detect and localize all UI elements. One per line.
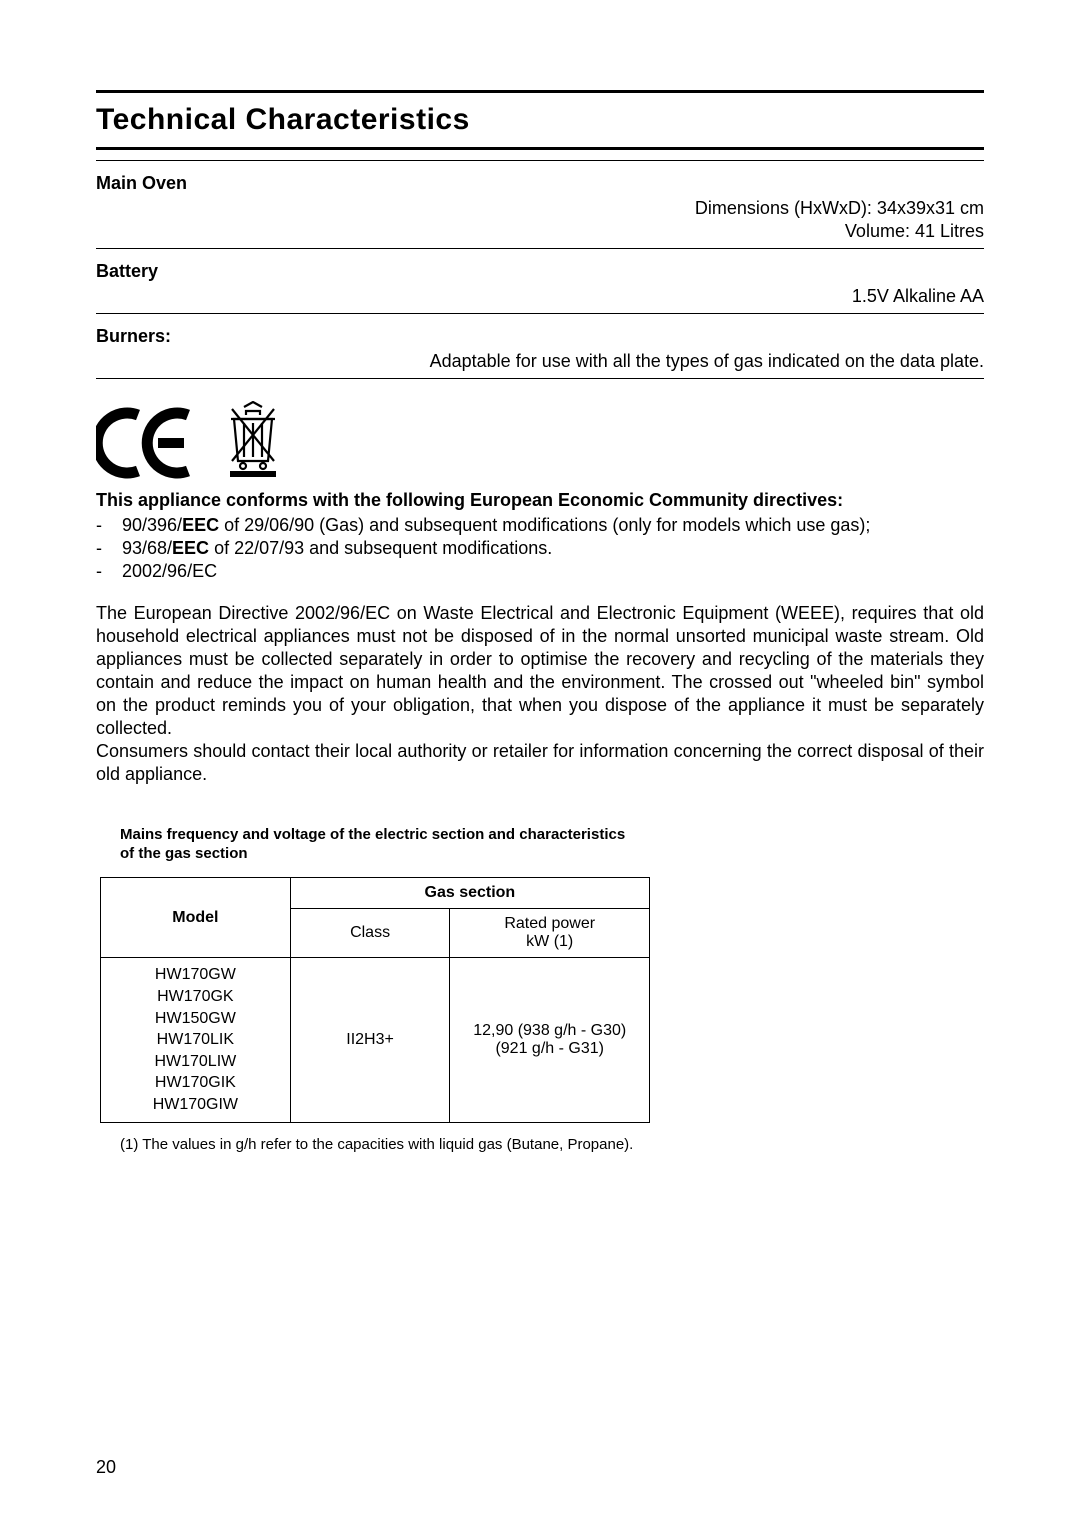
td-rated-power: 12,90 (938 g/h - G30) (921 g/h - G31) xyxy=(450,958,650,1122)
th-rated-power: Rated power kW (1) xyxy=(450,909,650,958)
main-oven-dimensions: Dimensions (HxWxD): 34x39x31 cm xyxy=(96,198,984,219)
directive-item: -90/396/EEC of 29/06/90 (Gas) and subseq… xyxy=(96,514,984,537)
main-oven-volume: Volume: 41 Litres xyxy=(96,221,984,242)
battery-label: Battery xyxy=(96,261,984,282)
page-title: Technical Characteristics xyxy=(96,103,984,137)
td-class: II2H3+ xyxy=(290,958,450,1122)
page-number: 20 xyxy=(96,1457,116,1478)
battery-value: 1.5V Alkaline AA xyxy=(96,286,984,307)
rule-spec-start xyxy=(96,160,984,161)
main-oven-label: Main Oven xyxy=(96,173,984,194)
compliance-icons xyxy=(96,401,984,479)
weee-paragraph-2: Consumers should contact their local aut… xyxy=(96,740,984,786)
directive-item: -2002/96/EC xyxy=(96,560,984,583)
th-class: Class xyxy=(290,909,450,958)
th-gas-section: Gas section xyxy=(290,878,649,909)
table-caption: Mains frequency and voltage of the elect… xyxy=(120,826,640,864)
ce-mark-icon xyxy=(96,407,196,479)
burners-label: Burners: xyxy=(96,326,984,347)
weee-paragraph-1: The European Directive 2002/96/EC on Was… xyxy=(96,602,984,740)
main-oven-values: Dimensions (HxWxD): 34x39x31 cm Volume: … xyxy=(96,198,984,242)
directives-title: This appliance conforms with the followi… xyxy=(96,489,984,512)
th-model: Model xyxy=(101,878,291,958)
weee-bin-icon xyxy=(224,401,282,479)
rule-after-burners xyxy=(96,378,984,379)
directive-item: -93/68/EEC of 22/07/93 and subsequent mo… xyxy=(96,537,984,560)
gas-section-table: Model Gas section Class Rated power kW (… xyxy=(100,877,650,1122)
rule-after-battery xyxy=(96,313,984,314)
table-footnote: (1) The values in g/h refer to the capac… xyxy=(120,1135,680,1155)
td-models: HW170GWHW170GKHW150GWHW170LIKHW170LIWHW1… xyxy=(101,958,291,1122)
rule-after-oven xyxy=(96,248,984,249)
rule-top xyxy=(96,90,984,93)
directives-list: -90/396/EEC of 29/06/90 (Gas) and subseq… xyxy=(96,514,984,584)
burners-value: Adaptable for use with all the types of … xyxy=(96,351,984,372)
